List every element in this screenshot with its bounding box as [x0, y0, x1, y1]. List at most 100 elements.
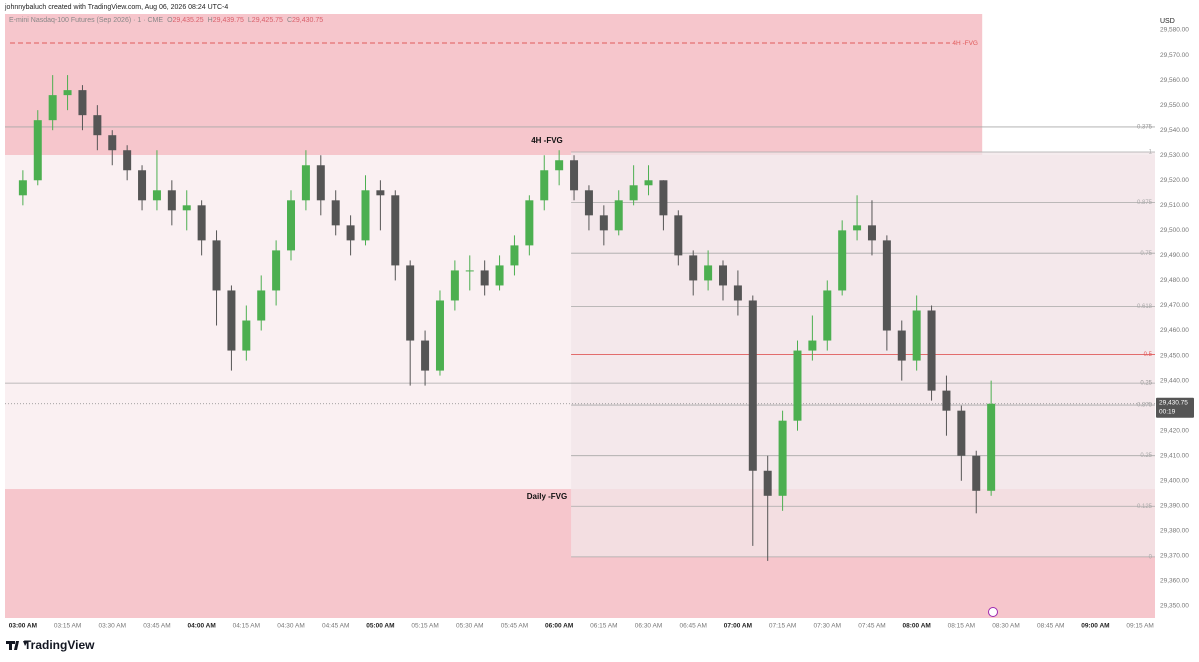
candle-body — [987, 403, 996, 491]
candle-body — [63, 90, 72, 96]
candle-body — [346, 225, 355, 241]
candle-body — [972, 455, 981, 491]
candle-body — [704, 265, 713, 281]
candle-body — [614, 200, 623, 231]
candle-body — [570, 160, 579, 191]
y-tick-label: 29,520.00 — [1160, 177, 1189, 184]
candle-body — [555, 160, 564, 171]
credit: johnnybaluch created with TradingView.co… — [4, 4, 228, 11]
y-tick-label: 29,500.00 — [1160, 227, 1189, 234]
candle-body — [495, 265, 504, 286]
candle-body — [316, 165, 325, 201]
candle-body — [152, 190, 161, 201]
level-label: 0.375 — [1137, 125, 1153, 131]
fvg-zone — [5, 14, 983, 155]
symbol: E-mini Nasdaq-100 Futures (Sep 2026) · 1… — [9, 17, 163, 24]
x-tick-label: 04:00 AM — [187, 623, 215, 630]
x-tick-label: 06:30 AM — [635, 623, 662, 630]
candle-body — [465, 270, 474, 272]
candle-body — [510, 245, 519, 266]
last-price-tag — [1156, 397, 1194, 418]
candle-body — [33, 120, 42, 181]
x-tick-label: 05:45 AM — [501, 623, 528, 630]
y-tick-label: 29,470.00 — [1160, 302, 1189, 309]
ohlc-key: O — [167, 17, 173, 24]
candle-body — [793, 350, 802, 421]
y-tick-label: 29,560.00 — [1160, 77, 1189, 84]
y-tick-label: 29,450.00 — [1160, 352, 1189, 359]
candle-body — [674, 215, 683, 256]
y-tick-label: 29,580.00 — [1160, 27, 1189, 34]
candle-body — [227, 290, 236, 351]
fib-label: 1 — [1149, 150, 1153, 156]
x-tick-label: 03:00 AM — [9, 623, 37, 630]
x-tick-label: 08:30 AM — [992, 623, 1019, 630]
ohlc-key: C — [287, 17, 292, 24]
y-tick-label: 29,360.00 — [1160, 578, 1189, 585]
candle-body — [480, 270, 489, 286]
x-tick-label: 05:00 AM — [366, 623, 394, 630]
y-tick-label: 29,530.00 — [1160, 152, 1189, 159]
candle-body — [882, 240, 891, 331]
candle-body — [763, 470, 772, 496]
ohlc-value: 29,430.75 — [292, 17, 323, 24]
fib-label: 0.125 — [1137, 504, 1153, 510]
candle-body — [331, 200, 340, 226]
last-price-label: 29,430.75 — [1159, 399, 1188, 406]
candle-body — [853, 225, 862, 231]
fib-label: 0.875 — [1137, 200, 1153, 206]
candle-body — [942, 390, 951, 411]
x-tick-label: 04:30 AM — [277, 623, 304, 630]
candle-body — [525, 200, 534, 246]
candle-body — [182, 205, 191, 211]
brand: TradingView — [24, 638, 95, 652]
candle-body — [212, 240, 221, 291]
y-tick-label: 29,490.00 — [1160, 252, 1189, 259]
candle-body — [18, 180, 27, 196]
fib-label: 0 — [1149, 554, 1153, 560]
ohlc-value: 29,435.25 — [173, 17, 204, 24]
fib-label: 0.618 — [1137, 304, 1153, 310]
y-tick-label: 29,440.00 — [1160, 377, 1189, 384]
candle-body — [957, 410, 966, 456]
candle-body — [927, 310, 936, 391]
candle-body — [867, 225, 876, 241]
candle-body — [78, 90, 87, 116]
level-label: 0.25 — [1140, 381, 1152, 387]
candle-body — [93, 115, 102, 136]
y-tick-label: 29,570.00 — [1160, 52, 1189, 59]
candle-body — [421, 340, 430, 371]
y-tick-label: 29,410.00 — [1160, 452, 1189, 459]
x-tick-label: 03:15 AM — [54, 623, 81, 630]
currency: USD — [1160, 18, 1175, 25]
x-tick-label: 03:30 AM — [99, 623, 126, 630]
candle-body — [167, 190, 176, 211]
fib-label: 0.375 — [1137, 403, 1153, 409]
x-tick-label: 04:15 AM — [233, 623, 260, 630]
candle-body — [391, 195, 400, 266]
candle-body — [123, 150, 132, 171]
x-tick-label: 03:45 AM — [143, 623, 170, 630]
logo — [6, 641, 28, 650]
y-tick-label: 29,390.00 — [1160, 503, 1189, 510]
x-tick-label: 07:15 AM — [769, 623, 796, 630]
x-tick-label: 05:15 AM — [411, 623, 438, 630]
x-tick-label: 06:45 AM — [679, 623, 706, 630]
candle-body — [689, 255, 698, 281]
y-tick-label: 29,480.00 — [1160, 277, 1189, 284]
x-tick-label: 08:00 AM — [903, 623, 931, 630]
event-icon[interactable] — [988, 607, 998, 617]
candle-body — [823, 290, 832, 341]
candle-body — [257, 290, 266, 321]
dashed-level-label: 4H -FVG — [952, 40, 978, 47]
candle-body — [584, 190, 593, 216]
x-tick-label: 07:30 AM — [814, 623, 841, 630]
x-tick-label: 09:00 AM — [1081, 623, 1109, 630]
candle-body — [912, 310, 921, 361]
candle-body — [376, 190, 385, 196]
candle-body — [733, 285, 742, 301]
y-tick-label: 29,420.00 — [1160, 427, 1189, 434]
candle-body — [48, 95, 57, 121]
